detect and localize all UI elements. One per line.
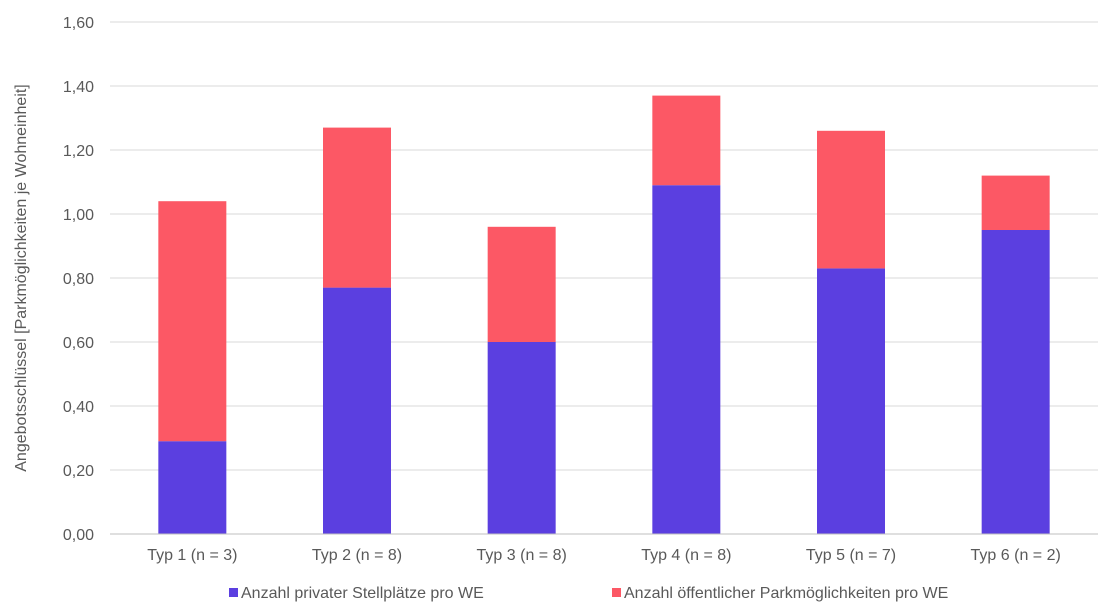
x-tick-label: Typ 3 (n = 8) [477, 547, 567, 564]
y-axis-ticks: 0,00 0,20 0,40 0,60 0,80 1,00 1,20 1,40 1,60 [63, 15, 94, 544]
bar-public [158, 201, 227, 442]
legend: Anzahl privater Stellplätze pro WE Anzahl… [229, 585, 948, 602]
x-tick-label: Typ 6 (n = 2) [971, 547, 1061, 564]
y-tick-label: 0,60 [63, 335, 94, 352]
x-tick-label: Typ 4 (n = 8) [641, 547, 731, 564]
y-axis-label: Angebotsschlüssel [Parkmöglichkeiten je … [13, 84, 30, 471]
y-tick-label: 0,80 [63, 271, 94, 288]
bar-private [652, 185, 721, 534]
bars [158, 95, 1050, 534]
bar-public [652, 95, 721, 186]
bar-private [817, 268, 885, 534]
bar-public [487, 226, 556, 342]
bar-private [981, 230, 1050, 534]
gridlines [110, 21, 1098, 471]
y-tick-label: 1,20 [63, 143, 94, 160]
x-axis-ticks: Typ 1 (n = 3) Typ 2 (n = 8) Typ 3 (n = 8) T… [147, 547, 1061, 564]
legend-swatch [229, 588, 238, 597]
y-tick-label: 0,40 [63, 399, 94, 416]
bar-public [817, 130, 885, 269]
bar-private [487, 342, 556, 534]
legend-label: Anzahl öffentlicher Parkmöglichkeiten pr… [624, 585, 948, 602]
y-tick-label: 0,20 [63, 463, 94, 480]
bar-private [158, 441, 227, 534]
bar-public [323, 127, 391, 288]
legend-swatch [612, 588, 621, 597]
legend-label: Anzahl privater Stellplätze pro WE [241, 585, 484, 602]
y-tick-label: 1,00 [63, 207, 94, 224]
bar-public [981, 175, 1050, 230]
y-tick-label: 0,00 [63, 527, 94, 544]
y-tick-label: 1,40 [63, 79, 94, 96]
x-tick-label: Typ 1 (n = 3) [147, 547, 237, 564]
x-tick-label: Typ 5 (n = 7) [806, 547, 896, 564]
bar-private [323, 287, 391, 534]
x-tick-label: Typ 2 (n = 8) [312, 547, 402, 564]
y-tick-label: 1,60 [63, 15, 94, 32]
